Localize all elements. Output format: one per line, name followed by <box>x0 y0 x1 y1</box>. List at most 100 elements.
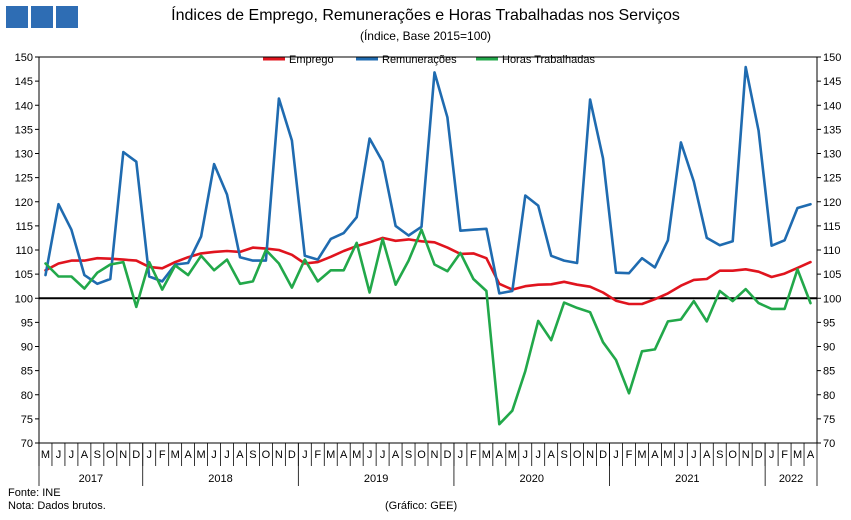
month-tick-label: A <box>392 449 400 461</box>
month-tick-label: J <box>678 449 684 461</box>
month-tick-label: F <box>781 449 788 461</box>
month-tick-label: O <box>573 449 582 461</box>
y-tick-label-right: 85 <box>823 366 835 378</box>
logo-block <box>6 6 28 28</box>
month-tick-label: J <box>691 449 697 461</box>
month-tick-label: J <box>367 449 373 461</box>
y-tick-label-right: 115 <box>823 221 841 233</box>
y-tick-label-left: 85 <box>21 366 33 378</box>
y-tick-label-left: 130 <box>15 149 33 161</box>
month-tick-label: O <box>106 449 115 461</box>
y-tick-label-left: 110 <box>15 245 33 257</box>
y-tick-label-right: 105 <box>823 269 841 281</box>
y-tick-label-right: 80 <box>823 390 835 402</box>
month-tick-label: M <box>171 449 180 461</box>
y-tick-label-left: 120 <box>15 197 33 209</box>
y-tick-label-left: 125 <box>15 173 33 185</box>
month-tick-label: A <box>703 449 711 461</box>
y-tick-label-left: 100 <box>15 293 33 305</box>
month-tick-label: M <box>637 449 646 461</box>
month-tick-label: S <box>405 449 412 461</box>
y-tick-label-right: 140 <box>823 100 841 112</box>
month-tick-label: N <box>275 449 283 461</box>
y-tick-label-left: 150 <box>15 52 33 64</box>
series-remunera-es-line <box>44 65 812 295</box>
year-label: 2021 <box>675 473 699 485</box>
month-tick-label: J <box>613 449 619 461</box>
y-tick-label-left: 105 <box>15 269 33 281</box>
y-tick-label-right: 95 <box>823 317 835 329</box>
month-tick-label: N <box>431 449 439 461</box>
month-tick-label: A <box>184 449 192 461</box>
month-tick-label: S <box>716 449 723 461</box>
month-tick-label: D <box>132 449 140 461</box>
month-tick-label: A <box>548 449 556 461</box>
month-tick-label: O <box>728 449 737 461</box>
series-emprego-line <box>44 236 812 306</box>
month-tick-label: J <box>224 449 230 461</box>
legend-remunera-es-label: Remunerações <box>382 54 457 66</box>
y-tick-label-right: 135 <box>823 124 841 136</box>
month-tick-label: F <box>314 449 321 461</box>
month-tick-label: M <box>326 449 335 461</box>
month-tick-label: D <box>599 449 607 461</box>
legend-horas-trabalhadas-label: Horas Trabalhadas <box>502 54 595 66</box>
data-note: Nota: Dados brutos. <box>8 500 106 512</box>
y-tick-label-right: 130 <box>823 149 841 161</box>
y-tick-label-left: 115 <box>15 221 33 233</box>
month-tick-label: A <box>340 449 348 461</box>
logo-block <box>31 6 53 28</box>
month-tick-label: A <box>807 449 815 461</box>
ministry-logo <box>6 6 78 28</box>
month-tick-label: M <box>508 449 517 461</box>
month-tick-label: D <box>755 449 763 461</box>
month-tick-label: N <box>586 449 594 461</box>
y-tick-label-right: 125 <box>823 173 841 185</box>
month-tick-label: M <box>482 449 491 461</box>
credit-note: (Gráfico: GEE) <box>385 500 458 512</box>
month-tick-label: M <box>663 449 672 461</box>
month-tick-label: A <box>651 449 659 461</box>
legend-emprego-label: Emprego <box>289 54 334 66</box>
month-tick-label: N <box>119 449 127 461</box>
month-tick-label: O <box>417 449 426 461</box>
month-tick-label: M <box>793 449 802 461</box>
month-tick-label: J <box>380 449 386 461</box>
y-tick-label-right: 70 <box>823 438 835 450</box>
month-tick-label: A <box>236 449 244 461</box>
year-label: 2018 <box>208 473 232 485</box>
month-tick-label: N <box>742 449 750 461</box>
month-tick-label: J <box>69 449 75 461</box>
month-tick-label: S <box>94 449 101 461</box>
month-tick-label: J <box>458 449 464 461</box>
month-tick-label: M <box>41 449 50 461</box>
y-tick-label-left: 140 <box>15 100 33 112</box>
y-tick-label-right: 100 <box>823 293 841 305</box>
y-tick-label-left: 95 <box>21 317 33 329</box>
month-tick-label: O <box>262 449 271 461</box>
year-label: 2017 <box>79 473 103 485</box>
month-tick-label: S <box>249 449 256 461</box>
y-tick-label-left: 90 <box>21 342 33 354</box>
month-tick-label: J <box>523 449 529 461</box>
month-tick-label: D <box>443 449 451 461</box>
month-tick-label: F <box>626 449 633 461</box>
month-tick-label: M <box>352 449 361 461</box>
month-tick-label: J <box>535 449 541 461</box>
y-tick-label-left: 145 <box>15 76 33 88</box>
year-label: 2020 <box>519 473 543 485</box>
month-tick-label: D <box>288 449 296 461</box>
month-tick-label: J <box>302 449 308 461</box>
chart-title: Índices de Emprego, Remunerações e Horas… <box>171 7 680 24</box>
chart-subtitle: (Índice, Base 2015=100) <box>359 29 492 43</box>
y-tick-label-right: 110 <box>823 245 841 257</box>
month-tick-label: M <box>196 449 205 461</box>
year-label: 2022 <box>779 473 803 485</box>
month-tick-label: J <box>211 449 217 461</box>
y-tick-label-left: 80 <box>21 390 33 402</box>
month-tick-label: J <box>146 449 152 461</box>
month-tick-label: A <box>81 449 89 461</box>
source-note: Fonte: INE <box>8 487 61 499</box>
month-tick-label: A <box>496 449 504 461</box>
